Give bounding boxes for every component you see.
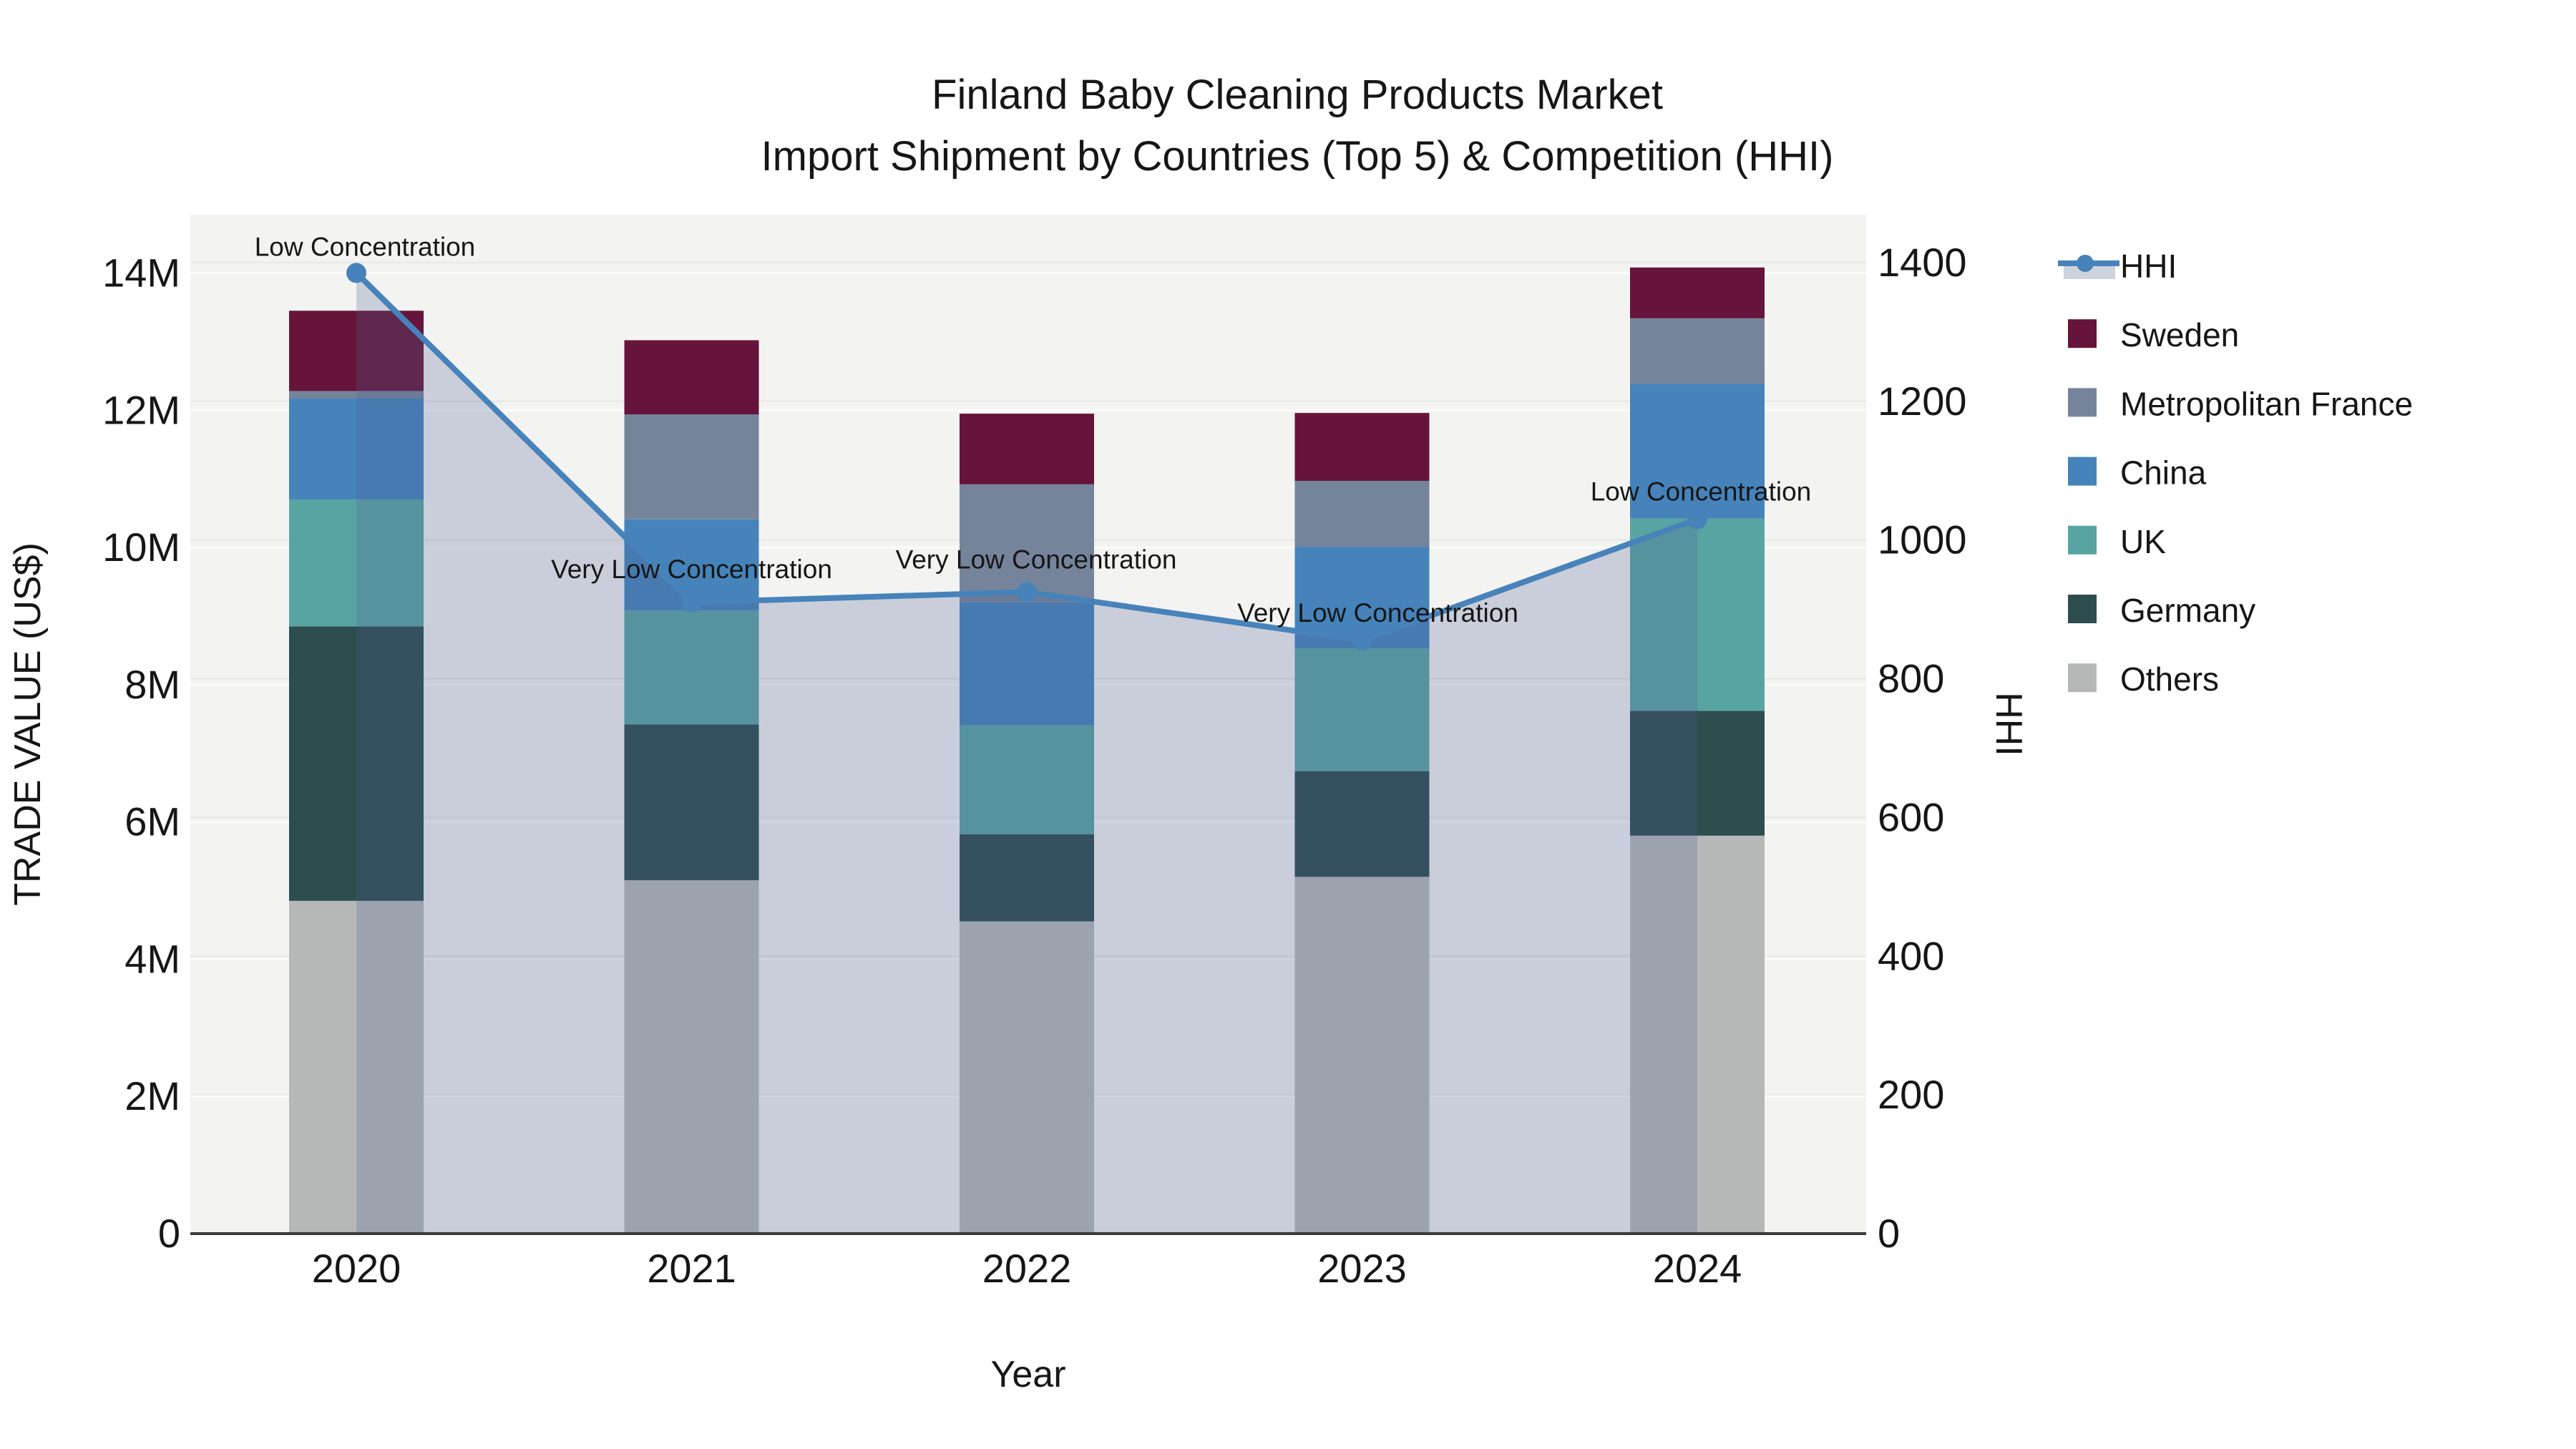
bar-segment-others xyxy=(1630,835,1765,1234)
hhi-point-2022 xyxy=(1017,582,1037,602)
legend-label-hhi: HHI xyxy=(2120,248,2177,285)
left-tick-0: 0 xyxy=(158,1211,180,1256)
chart-title-line1: Finland Baby Cleaning Products Market xyxy=(932,72,1663,118)
right-tick-400: 400 xyxy=(1878,933,1944,978)
legend-item-china: China xyxy=(2068,454,2207,492)
x-axis-tick-labels: 2020 2021 2022 2023 2024 xyxy=(312,1246,1742,1291)
hhi-annotations: Low Concentration Very Low Concentration V… xyxy=(255,232,1812,628)
right-axis-title: HHI xyxy=(1988,692,2029,756)
legend-item-germany: Germany xyxy=(2068,592,2255,629)
left-tick-8M: 8M xyxy=(125,662,180,707)
right-tick-1400: 1400 xyxy=(1878,240,1967,285)
legend-swatch-china xyxy=(2068,457,2097,486)
left-tick-6M: 6M xyxy=(125,799,180,844)
legend-label-sweden: Sweden xyxy=(2120,316,2239,353)
right-tick-0: 0 xyxy=(1878,1211,1900,1256)
left-tick-4M: 4M xyxy=(125,936,180,981)
bar-segment-metropolitan-france xyxy=(1294,481,1430,547)
bar-segment-sweden xyxy=(624,340,759,415)
bar-segment-sweden xyxy=(1294,413,1430,482)
legend-label-china: China xyxy=(2120,454,2207,492)
legend-item-sweden: Sweden xyxy=(2068,316,2239,353)
bar-2021 xyxy=(624,340,759,1234)
right-tick-800: 800 xyxy=(1878,656,1944,701)
bar-segment-sweden xyxy=(960,414,1094,484)
bar-segment-uk xyxy=(624,610,759,725)
legend-swatch-others xyxy=(2068,663,2097,693)
bar-2024 xyxy=(1630,267,1765,1234)
bar-segment-metropolitan-france xyxy=(1630,318,1765,384)
right-tick-600: 600 xyxy=(1878,794,1944,839)
annotation-2024: Low Concentration xyxy=(1591,477,1812,507)
x-tick-2021: 2021 xyxy=(647,1246,736,1291)
bar-segment-germany xyxy=(624,724,759,881)
bar-segment-germany xyxy=(1630,711,1765,836)
bar-segment-metropolitan-france xyxy=(624,414,759,519)
hhi-point-2020 xyxy=(346,263,366,283)
bar-segment-uk xyxy=(1630,518,1765,711)
bar-segment-others xyxy=(960,921,1094,1234)
left-tick-2M: 2M xyxy=(125,1073,180,1118)
legend-swatch-metropolitan-france xyxy=(2068,388,2097,417)
left-tick-12M: 12M xyxy=(102,387,180,432)
hhi-area-fill xyxy=(356,273,1697,1234)
legend-swatch-germany xyxy=(2068,595,2097,623)
legend-label-others: Others xyxy=(2120,660,2219,698)
right-tick-1200: 1200 xyxy=(1878,379,1967,424)
bar-segment-uk xyxy=(960,725,1094,834)
bar-segment-china xyxy=(289,398,424,499)
bar-segment-sweden xyxy=(1630,267,1765,318)
bar-segment-uk xyxy=(289,499,424,627)
x-tick-2020: 2020 xyxy=(312,1246,401,1291)
legend-label-uk: UK xyxy=(2120,523,2166,560)
stacked-bars xyxy=(289,267,1765,1234)
left-tick-10M: 10M xyxy=(102,525,180,570)
hhi-point-2021 xyxy=(681,592,702,613)
bar-segment-sweden xyxy=(289,311,424,391)
annotation-2023: Very Low Concentration xyxy=(1237,598,1518,628)
bar-segment-uk xyxy=(1294,648,1430,771)
bar-segment-germany xyxy=(960,834,1094,922)
right-axis-tick-labels: 0 200 400 600 800 1000 1200 1400 xyxy=(1878,240,1967,1256)
legend-item-hhi: HHI xyxy=(2058,248,2177,285)
annotation-2021: Very Low Concentration xyxy=(551,555,832,584)
legend-label-germany: Germany xyxy=(2120,592,2255,629)
legend-label-metropolitan-france: Metropolitan France xyxy=(2120,385,2413,422)
legend-item-others: Others xyxy=(2068,660,2219,698)
legend-swatch-sweden xyxy=(2068,319,2097,348)
bar-segment-metropolitan-france xyxy=(289,391,424,399)
legend: HHI Sweden Metropolitan France China UK Germa… xyxy=(2058,248,2413,698)
x-tick-2022: 2022 xyxy=(982,1246,1072,1291)
bar-segment-others xyxy=(1294,877,1430,1234)
hhi-area-polygon xyxy=(356,273,1697,1234)
bar-segment-germany xyxy=(1294,771,1430,877)
right-tick-1000: 1000 xyxy=(1878,517,1967,562)
left-axis-tick-labels: 0 2M 4M 6M 8M 10M 12M 14M xyxy=(102,250,180,1256)
legend-item-metropolitan-france: Metropolitan France xyxy=(2068,385,2413,422)
x-axis-title: Year xyxy=(990,1354,1065,1395)
bar-segment-china xyxy=(960,602,1094,726)
bar-segment-others xyxy=(289,900,424,1234)
bar-segment-china xyxy=(1630,383,1765,519)
annotation-2022: Very Low Concentration xyxy=(896,545,1177,574)
legend-hhi-marker xyxy=(2077,255,2094,272)
annotation-2020: Low Concentration xyxy=(255,232,476,261)
left-tick-14M: 14M xyxy=(102,250,180,296)
legend-item-uk: UK xyxy=(2068,523,2166,560)
x-tick-2024: 2024 xyxy=(1653,1246,1742,1291)
left-axis-title: TRADE VALUE (US$) xyxy=(7,542,49,906)
hhi-line xyxy=(346,263,1707,651)
chart-title-line2: Import Shipment by Countries (Top 5) & C… xyxy=(761,133,1834,180)
hhi-point-2023 xyxy=(1352,630,1372,651)
x-tick-2023: 2023 xyxy=(1317,1246,1407,1291)
right-tick-200: 200 xyxy=(1878,1072,1944,1117)
bar-2023 xyxy=(1294,413,1430,1234)
bar-segment-germany xyxy=(289,626,424,901)
bar-segment-others xyxy=(624,880,759,1234)
legend-swatch-uk xyxy=(2068,525,2097,555)
hhi-point-2024 xyxy=(1687,509,1707,530)
bar-2020 xyxy=(289,311,424,1234)
